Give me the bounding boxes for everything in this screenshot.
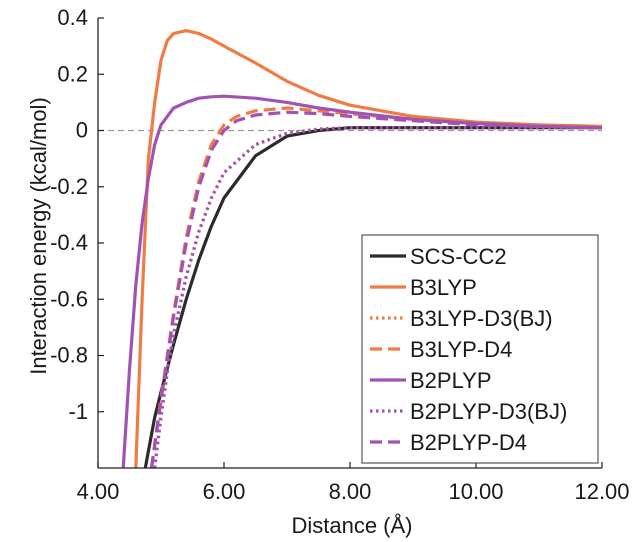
x-tick-label: 8.00 [329,479,372,504]
y-tick-label: -0.2 [50,174,88,199]
x-tick-label: 12.00 [574,479,629,504]
legend-label-6: B2PLYP-D4 [410,430,527,455]
plot-area [98,29,602,468]
y-tick-label: 0.2 [57,61,88,86]
y-tick-label: 0 [76,118,88,143]
axes: 4.00 6.00 8.00 10.00 12.00 0.4 0.2 0 -0.2 -0.4 -0.… [50,5,629,504]
x-tick-label: 10.00 [448,479,503,504]
y-tick-label: 0.4 [57,5,88,30]
legend-label-4: B2PLYP [410,368,492,393]
x-tick-label: 6.00 [203,479,246,504]
y-tick-label: -1 [68,399,88,424]
legend-box [361,234,599,464]
y-tick-label: -0.4 [50,230,88,255]
x-axis-label: Distance (Å) [291,513,412,538]
y-axis-label: Interaction energy (kcal/mol) [26,97,51,375]
series-line-4 [121,94,602,468]
legend-label-3: B3LYP-D4 [410,337,512,362]
x-tick-label: 4.00 [77,479,120,504]
legend-label-2: B3LYP-D3(BJ) [410,306,553,331]
y-tick-label: -0.6 [50,286,88,311]
legend: SCS-CC2 B3LYP B3LYP-D3(BJ) B3LYP-D4 B2PLYP B2… [361,234,599,464]
legend-label-1: B3LYP [410,275,477,300]
legend-label-0: SCS-CC2 [410,244,507,269]
series-line-5 [153,126,602,468]
legend-label-5: B2PLYP-D3(BJ) [410,399,567,424]
y-tick-label: -0.8 [50,343,88,368]
series-line-6 [149,110,602,468]
series-line-1 [134,29,602,468]
